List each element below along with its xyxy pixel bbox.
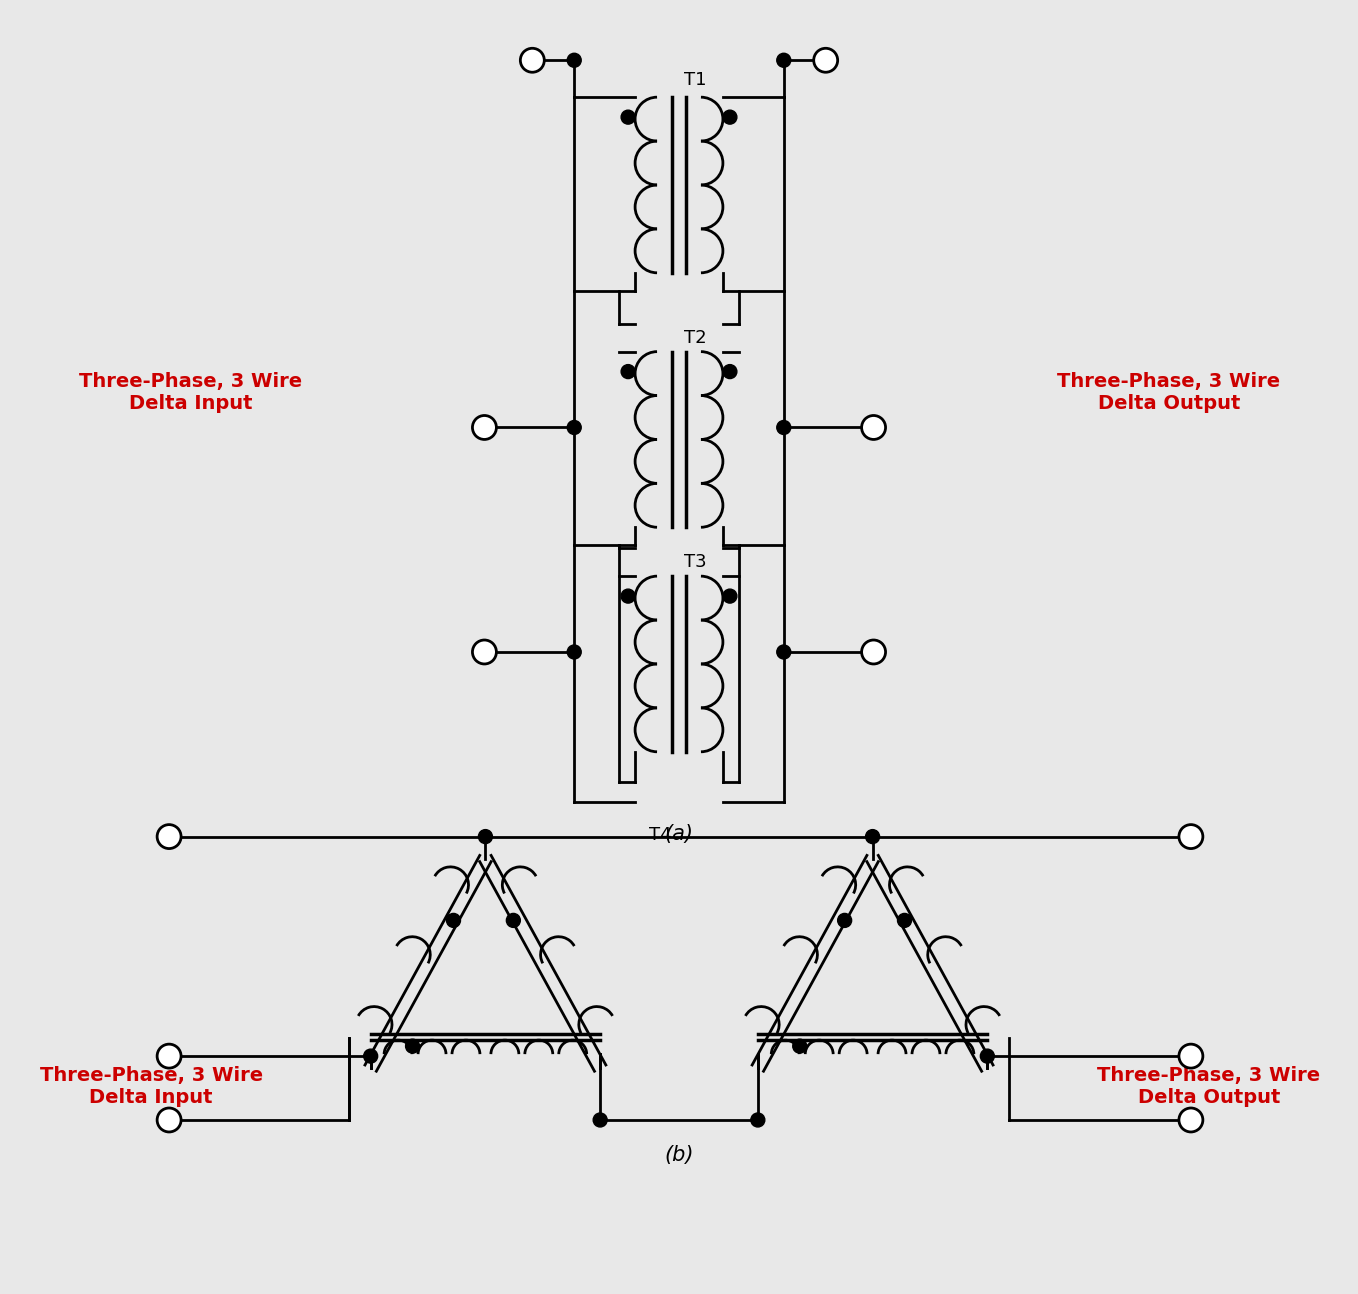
Circle shape <box>568 53 581 67</box>
Circle shape <box>473 415 497 440</box>
Text: (b): (b) <box>664 1145 694 1165</box>
Circle shape <box>980 1049 994 1064</box>
Text: T1: T1 <box>684 71 706 89</box>
Circle shape <box>520 48 545 72</box>
Circle shape <box>722 589 737 603</box>
Circle shape <box>364 1049 378 1064</box>
Circle shape <box>777 421 790 435</box>
Circle shape <box>751 1113 765 1127</box>
Text: T4: T4 <box>649 826 672 844</box>
Circle shape <box>861 415 885 440</box>
Circle shape <box>507 914 520 928</box>
Circle shape <box>1179 1108 1203 1132</box>
Circle shape <box>1179 824 1203 849</box>
Circle shape <box>447 914 460 928</box>
Circle shape <box>722 365 737 379</box>
Circle shape <box>813 48 838 72</box>
Circle shape <box>158 1044 181 1068</box>
Circle shape <box>406 1039 420 1053</box>
Circle shape <box>777 53 790 67</box>
Text: Three-Phase, 3 Wire
Delta Output: Three-Phase, 3 Wire Delta Output <box>1058 373 1281 413</box>
Circle shape <box>158 824 181 849</box>
Circle shape <box>568 644 581 659</box>
Text: Three-Phase, 3 Wire
Delta Input: Three-Phase, 3 Wire Delta Input <box>80 373 303 413</box>
Circle shape <box>478 829 493 844</box>
Text: T3: T3 <box>684 553 706 571</box>
Circle shape <box>621 365 636 379</box>
Text: T2: T2 <box>684 329 706 347</box>
Text: (a): (a) <box>664 823 694 844</box>
Circle shape <box>158 1108 181 1132</box>
Circle shape <box>793 1039 807 1053</box>
Circle shape <box>593 1113 607 1127</box>
Circle shape <box>621 589 636 603</box>
Circle shape <box>838 914 851 928</box>
Text: Three-Phase, 3 Wire
Delta Output: Three-Phase, 3 Wire Delta Output <box>1097 1066 1320 1108</box>
Circle shape <box>865 829 880 844</box>
Circle shape <box>1179 1044 1203 1068</box>
Circle shape <box>568 421 581 435</box>
Circle shape <box>898 914 911 928</box>
Circle shape <box>473 641 497 664</box>
Circle shape <box>621 110 636 124</box>
Circle shape <box>777 644 790 659</box>
Text: Three-Phase, 3 Wire
Delta Input: Three-Phase, 3 Wire Delta Input <box>39 1066 262 1108</box>
Circle shape <box>861 641 885 664</box>
Circle shape <box>722 110 737 124</box>
